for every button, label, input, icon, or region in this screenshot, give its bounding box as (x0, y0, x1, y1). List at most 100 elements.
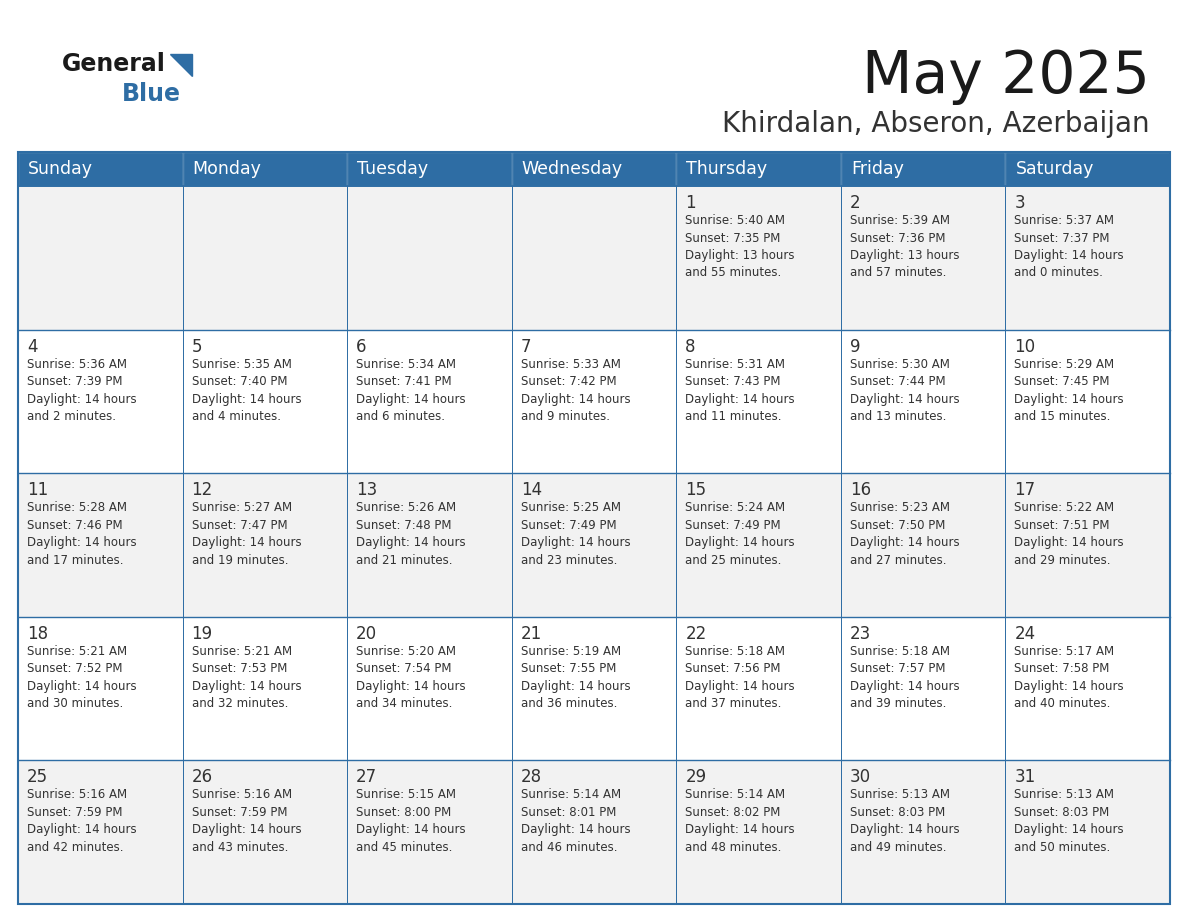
Text: Sunday: Sunday (29, 160, 93, 178)
Text: 28: 28 (520, 768, 542, 787)
Text: Monday: Monday (192, 160, 261, 178)
Bar (1005, 186, 1170, 330)
Bar (512, 760, 676, 904)
Text: 14: 14 (520, 481, 542, 499)
Bar (347, 617, 512, 760)
Bar (841, 760, 1005, 904)
Text: Sunrise: 5:14 AM
Sunset: 8:02 PM
Daylight: 14 hours
and 48 minutes.: Sunrise: 5:14 AM Sunset: 8:02 PM Dayligh… (685, 789, 795, 854)
Text: 9: 9 (849, 338, 860, 355)
Text: Sunrise: 5:14 AM
Sunset: 8:01 PM
Daylight: 14 hours
and 46 minutes.: Sunrise: 5:14 AM Sunset: 8:01 PM Dayligh… (520, 789, 631, 854)
Text: 10: 10 (1015, 338, 1036, 355)
Text: 21: 21 (520, 625, 542, 643)
Bar (18, 186, 183, 330)
Text: Sunrise: 5:24 AM
Sunset: 7:49 PM
Daylight: 14 hours
and 25 minutes.: Sunrise: 5:24 AM Sunset: 7:49 PM Dayligh… (685, 501, 795, 566)
Text: Sunrise: 5:36 AM
Sunset: 7:39 PM
Daylight: 14 hours
and 2 minutes.: Sunrise: 5:36 AM Sunset: 7:39 PM Dayligh… (27, 358, 137, 423)
Bar (841, 186, 1005, 330)
Text: May 2025: May 2025 (862, 48, 1150, 105)
Text: 30: 30 (849, 768, 871, 787)
Text: 2: 2 (849, 194, 860, 212)
Bar (1005, 330, 1170, 473)
Bar (1005, 473, 1170, 617)
Text: 16: 16 (849, 481, 871, 499)
Text: Friday: Friday (851, 160, 904, 178)
Text: Sunrise: 5:39 AM
Sunset: 7:36 PM
Daylight: 13 hours
and 57 minutes.: Sunrise: 5:39 AM Sunset: 7:36 PM Dayligh… (849, 214, 960, 279)
Bar (841, 330, 1005, 473)
Text: Sunrise: 5:13 AM
Sunset: 8:03 PM
Daylight: 14 hours
and 50 minutes.: Sunrise: 5:13 AM Sunset: 8:03 PM Dayligh… (1015, 789, 1124, 854)
Bar (676, 760, 841, 904)
Text: 6: 6 (356, 338, 367, 355)
Text: Wednesday: Wednesday (522, 160, 623, 178)
Bar (183, 152, 347, 186)
Text: 29: 29 (685, 768, 707, 787)
Text: 22: 22 (685, 625, 707, 643)
Bar (183, 330, 347, 473)
Text: 31: 31 (1015, 768, 1036, 787)
Bar (841, 617, 1005, 760)
Text: Sunrise: 5:18 AM
Sunset: 7:57 PM
Daylight: 14 hours
and 39 minutes.: Sunrise: 5:18 AM Sunset: 7:57 PM Dayligh… (849, 644, 960, 711)
Text: 7: 7 (520, 338, 531, 355)
Text: Sunrise: 5:21 AM
Sunset: 7:52 PM
Daylight: 14 hours
and 30 minutes.: Sunrise: 5:21 AM Sunset: 7:52 PM Dayligh… (27, 644, 137, 711)
Bar (512, 186, 676, 330)
Bar (183, 760, 347, 904)
Bar (1005, 152, 1170, 186)
Bar (512, 152, 676, 186)
Text: 8: 8 (685, 338, 696, 355)
Text: 26: 26 (191, 768, 213, 787)
Text: Sunrise: 5:13 AM
Sunset: 8:03 PM
Daylight: 14 hours
and 49 minutes.: Sunrise: 5:13 AM Sunset: 8:03 PM Dayligh… (849, 789, 960, 854)
Text: Sunrise: 5:27 AM
Sunset: 7:47 PM
Daylight: 14 hours
and 19 minutes.: Sunrise: 5:27 AM Sunset: 7:47 PM Dayligh… (191, 501, 302, 566)
Bar (512, 473, 676, 617)
Bar (841, 473, 1005, 617)
Text: Sunrise: 5:28 AM
Sunset: 7:46 PM
Daylight: 14 hours
and 17 minutes.: Sunrise: 5:28 AM Sunset: 7:46 PM Dayligh… (27, 501, 137, 566)
Text: Thursday: Thursday (687, 160, 767, 178)
Bar (512, 330, 676, 473)
Bar (18, 152, 1170, 904)
Text: Sunrise: 5:35 AM
Sunset: 7:40 PM
Daylight: 14 hours
and 4 minutes.: Sunrise: 5:35 AM Sunset: 7:40 PM Dayligh… (191, 358, 302, 423)
Text: Sunrise: 5:21 AM
Sunset: 7:53 PM
Daylight: 14 hours
and 32 minutes.: Sunrise: 5:21 AM Sunset: 7:53 PM Dayligh… (191, 644, 302, 711)
Bar (183, 186, 347, 330)
Text: 27: 27 (356, 768, 378, 787)
Text: 18: 18 (27, 625, 49, 643)
Bar (18, 152, 183, 186)
Bar (1005, 617, 1170, 760)
Bar (347, 330, 512, 473)
Text: 5: 5 (191, 338, 202, 355)
Text: Blue: Blue (122, 82, 181, 106)
Bar (347, 473, 512, 617)
Text: Sunrise: 5:18 AM
Sunset: 7:56 PM
Daylight: 14 hours
and 37 minutes.: Sunrise: 5:18 AM Sunset: 7:56 PM Dayligh… (685, 644, 795, 711)
Text: Saturday: Saturday (1016, 160, 1094, 178)
Bar (18, 330, 183, 473)
Bar (676, 152, 841, 186)
Text: Sunrise: 5:23 AM
Sunset: 7:50 PM
Daylight: 14 hours
and 27 minutes.: Sunrise: 5:23 AM Sunset: 7:50 PM Dayligh… (849, 501, 960, 566)
Text: Sunrise: 5:22 AM
Sunset: 7:51 PM
Daylight: 14 hours
and 29 minutes.: Sunrise: 5:22 AM Sunset: 7:51 PM Dayligh… (1015, 501, 1124, 566)
Text: 4: 4 (27, 338, 38, 355)
Text: Sunrise: 5:40 AM
Sunset: 7:35 PM
Daylight: 13 hours
and 55 minutes.: Sunrise: 5:40 AM Sunset: 7:35 PM Dayligh… (685, 214, 795, 279)
Bar (18, 473, 183, 617)
Bar (347, 760, 512, 904)
Text: 13: 13 (356, 481, 378, 499)
Bar (676, 186, 841, 330)
Text: 17: 17 (1015, 481, 1036, 499)
Bar (183, 473, 347, 617)
Text: Sunrise: 5:37 AM
Sunset: 7:37 PM
Daylight: 14 hours
and 0 minutes.: Sunrise: 5:37 AM Sunset: 7:37 PM Dayligh… (1015, 214, 1124, 279)
Polygon shape (170, 54, 192, 76)
Text: Sunrise: 5:19 AM
Sunset: 7:55 PM
Daylight: 14 hours
and 36 minutes.: Sunrise: 5:19 AM Sunset: 7:55 PM Dayligh… (520, 644, 631, 711)
Text: Sunrise: 5:26 AM
Sunset: 7:48 PM
Daylight: 14 hours
and 21 minutes.: Sunrise: 5:26 AM Sunset: 7:48 PM Dayligh… (356, 501, 466, 566)
Text: 11: 11 (27, 481, 49, 499)
Bar (183, 617, 347, 760)
Text: Sunrise: 5:16 AM
Sunset: 7:59 PM
Daylight: 14 hours
and 43 minutes.: Sunrise: 5:16 AM Sunset: 7:59 PM Dayligh… (191, 789, 302, 854)
Text: Sunrise: 5:29 AM
Sunset: 7:45 PM
Daylight: 14 hours
and 15 minutes.: Sunrise: 5:29 AM Sunset: 7:45 PM Dayligh… (1015, 358, 1124, 423)
Text: General: General (62, 52, 166, 76)
Bar (347, 152, 512, 186)
Text: Sunrise: 5:25 AM
Sunset: 7:49 PM
Daylight: 14 hours
and 23 minutes.: Sunrise: 5:25 AM Sunset: 7:49 PM Dayligh… (520, 501, 631, 566)
Bar (676, 330, 841, 473)
Bar (347, 186, 512, 330)
Text: 23: 23 (849, 625, 871, 643)
Text: 3: 3 (1015, 194, 1025, 212)
Bar (1005, 760, 1170, 904)
Text: 12: 12 (191, 481, 213, 499)
Text: Sunrise: 5:31 AM
Sunset: 7:43 PM
Daylight: 14 hours
and 11 minutes.: Sunrise: 5:31 AM Sunset: 7:43 PM Dayligh… (685, 358, 795, 423)
Text: Khirdalan, Abseron, Azerbaijan: Khirdalan, Abseron, Azerbaijan (722, 110, 1150, 138)
Bar (841, 152, 1005, 186)
Text: Sunrise: 5:34 AM
Sunset: 7:41 PM
Daylight: 14 hours
and 6 minutes.: Sunrise: 5:34 AM Sunset: 7:41 PM Dayligh… (356, 358, 466, 423)
Bar (512, 617, 676, 760)
